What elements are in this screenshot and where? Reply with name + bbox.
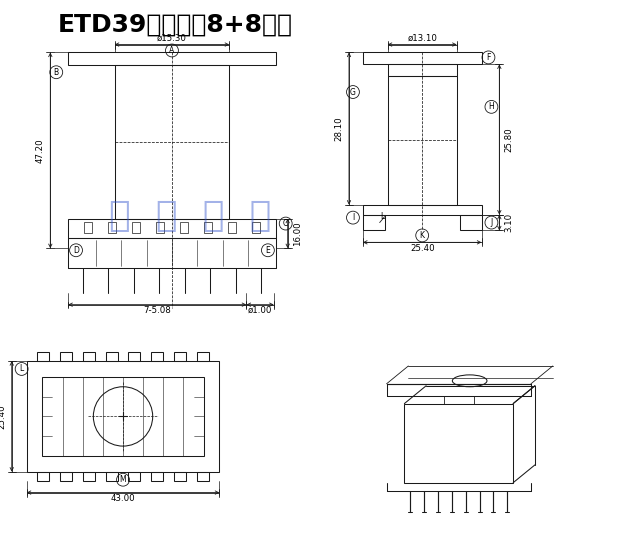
Bar [156, 221, 164, 233]
Text: H: H [489, 102, 494, 111]
Text: ø1.00: ø1.00 [248, 306, 272, 315]
Text: 16.00: 16.00 [293, 221, 302, 246]
Text: C: C [283, 219, 288, 228]
Bar [68, 238, 276, 268]
Text: B: B [54, 68, 59, 77]
Bar [363, 205, 482, 215]
Bar [115, 65, 229, 219]
Text: 43.00: 43.00 [111, 494, 135, 503]
Bar [180, 221, 188, 233]
Text: 信  尚  电  子: 信 尚 电 子 [108, 198, 271, 233]
Text: ø13.10: ø13.10 [407, 34, 437, 43]
Bar [363, 215, 384, 231]
Bar [151, 472, 163, 481]
Bar [128, 352, 140, 361]
Bar [105, 472, 118, 481]
Text: G: G [350, 88, 356, 96]
Text: K: K [420, 231, 425, 240]
Text: D: D [73, 246, 79, 255]
Text: 7-5.08: 7-5.08 [143, 306, 171, 315]
Bar [84, 221, 92, 233]
Text: 28.10: 28.10 [335, 116, 343, 141]
Text: J: J [490, 218, 492, 227]
Bar [83, 352, 95, 361]
Bar [363, 53, 482, 64]
Bar [388, 64, 457, 76]
Text: L: L [381, 212, 385, 221]
Text: I: I [352, 213, 354, 222]
Bar [68, 53, 276, 65]
Text: 25.40: 25.40 [0, 404, 6, 429]
Bar [197, 472, 208, 481]
Text: A: A [169, 46, 175, 55]
Bar [204, 221, 212, 233]
Bar [37, 472, 50, 481]
Bar [388, 76, 457, 205]
Bar [197, 352, 208, 361]
Bar [174, 472, 186, 481]
Text: ø15.30: ø15.30 [157, 34, 187, 43]
Bar [404, 403, 513, 483]
Bar [68, 219, 276, 238]
Bar [42, 377, 203, 456]
Bar [60, 472, 72, 481]
Bar [105, 352, 118, 361]
Text: F: F [486, 53, 490, 62]
Text: M: M [120, 475, 126, 484]
Bar [460, 215, 482, 231]
Bar [228, 221, 236, 233]
Text: 3.10: 3.10 [505, 213, 514, 232]
Bar [151, 352, 163, 361]
Text: L: L [19, 364, 24, 373]
Bar [132, 221, 140, 233]
Bar [27, 361, 219, 472]
Bar [252, 221, 260, 233]
Bar [174, 352, 186, 361]
Text: 47.20: 47.20 [36, 138, 45, 163]
Text: 25.40: 25.40 [410, 244, 435, 253]
Bar [60, 352, 72, 361]
Bar [83, 472, 95, 481]
Bar [128, 472, 140, 481]
Bar [108, 221, 116, 233]
Text: 25.80: 25.80 [505, 127, 514, 152]
Bar [37, 352, 50, 361]
Text: E: E [265, 246, 270, 255]
Text: ETD39骨架立式8+8图纸: ETD39骨架立式8+8图纸 [58, 13, 293, 37]
